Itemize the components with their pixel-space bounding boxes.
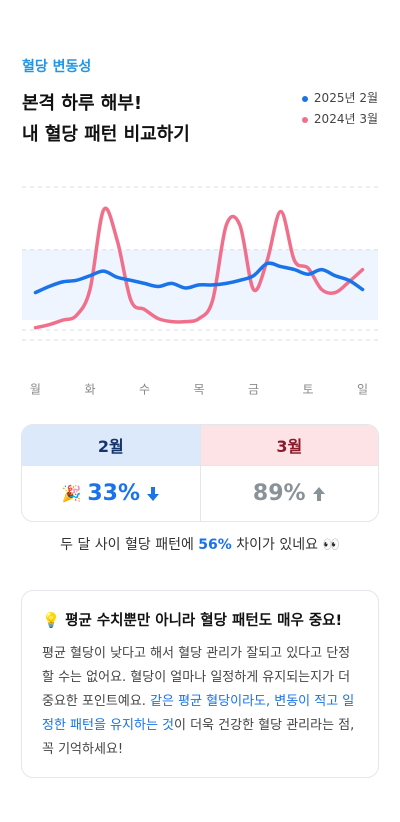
x-tick-label: 수 <box>139 383 150 397</box>
comparison-card: 2월 🎉 33% 3월 89% <box>21 424 379 522</box>
x-tick-label: 토 <box>303 383 314 397</box>
tip-box: 💡 평균 수치뿐만 아니라 혈당 패턴도 매우 중요! 평균 혈당이 낮다고 해… <box>21 590 379 778</box>
legend: 2025년 2월 2024년 3월 <box>301 88 378 130</box>
legend-label: 2024년 3월 <box>313 112 378 126</box>
heading-line: 내 혈당 패턴 비교하기 <box>22 124 190 145</box>
legend-item: 2024년 3월 <box>301 109 378 130</box>
series-line <box>33 206 365 330</box>
legend-label: 2025년 2월 <box>313 91 378 105</box>
value-row: 🎉 33% <box>22 465 200 521</box>
tip-body: 평균 혈당이 낮다고 해서 혈당 관리가 잘되고 있다고 단정할 수는 없어요.… <box>42 642 358 762</box>
legend-dot <box>301 116 308 123</box>
tip-title: 💡 평균 수치뿐만 아니라 혈당 패턴도 매우 중요! <box>42 613 343 629</box>
heading-line: 본격 하루 해부! <box>22 93 143 114</box>
summary: 두 달 사이 혈당 패턴에 56% 차이가 있네요 👀 <box>0 534 400 554</box>
legend-item: 2025년 2월 <box>301 88 378 109</box>
value-row: 89% <box>200 465 378 521</box>
column: 3월 89% <box>199 425 378 521</box>
arrow-down <box>147 486 160 501</box>
icon: 🎉 <box>61 484 82 503</box>
x-tick-label: 목 <box>193 383 204 397</box>
highlight: 같은 평균 혈당이라도, 변동이 적고 일정한 패턴을 유지하는 것 <box>42 694 355 733</box>
month: 2월 <box>22 425 200 465</box>
column: 2월 🎉 33% <box>22 425 200 521</box>
series-line <box>33 261 365 295</box>
heading: 본격 하루 해부! 내 혈당 패턴 비교하기 <box>22 88 190 150</box>
month: 3월 <box>200 425 378 465</box>
x-tick-label: 일 <box>357 383 368 397</box>
value: 89% <box>252 481 306 506</box>
highlight: 56% <box>198 537 232 553</box>
x-tick-label: 금 <box>248 383 259 397</box>
text: 두 달 사이 혈당 패턴에 <box>60 537 199 553</box>
x-tick-label: 화 <box>84 383 95 397</box>
legend-dot <box>301 95 308 102</box>
text: 차이가 있네요 👀 <box>231 537 340 553</box>
section-label: 혈당 변동성 <box>22 59 92 75</box>
x-tick-label: 월 <box>30 383 41 397</box>
text: 평균 혈당이 낮다고 해서 혈당 관리가 잘되고 있다고 단정할 수는 없어요.… <box>42 646 351 709</box>
arrow-up <box>312 486 325 501</box>
text: 이 더욱 건강한 혈당 관리라는 점, 꼭 기억하세요! <box>42 718 355 757</box>
value: 33% <box>87 481 141 506</box>
